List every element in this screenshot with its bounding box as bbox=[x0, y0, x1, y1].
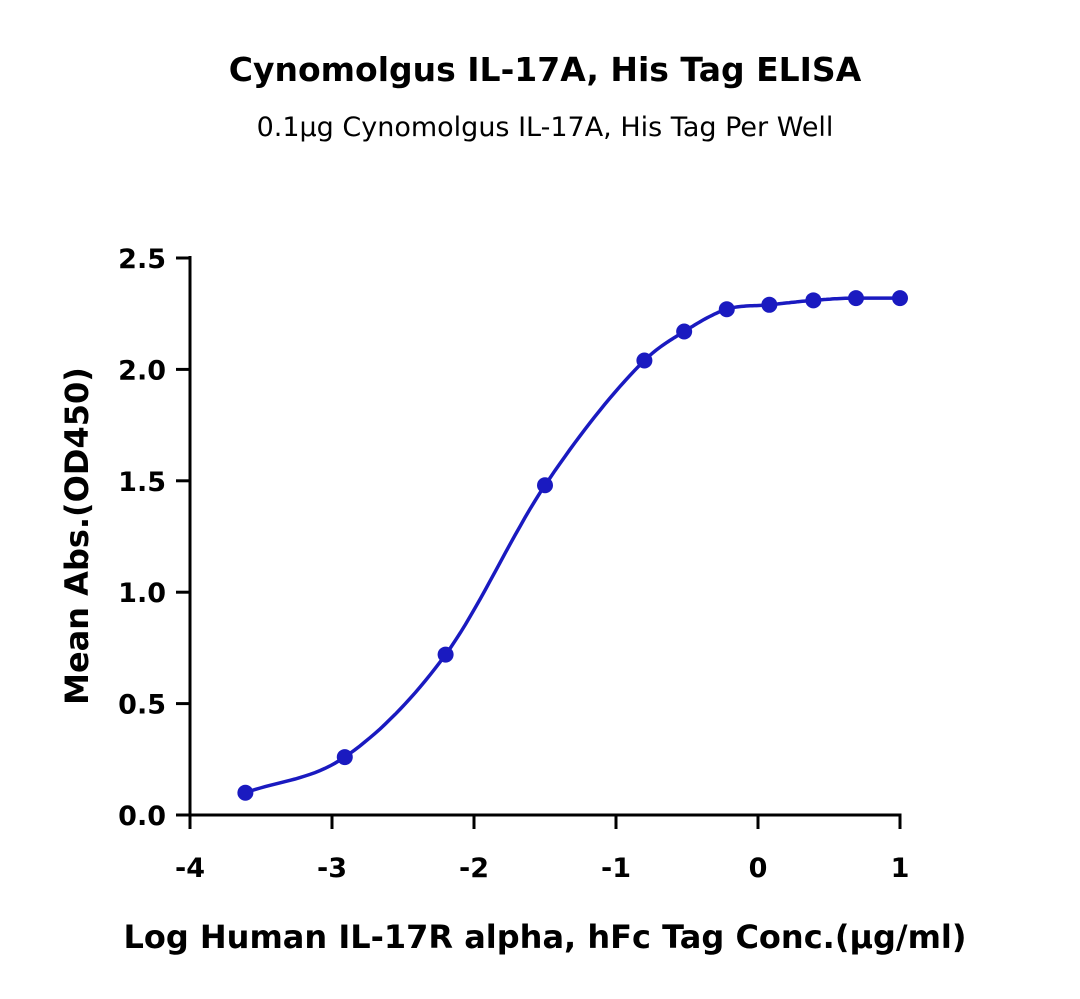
data-point bbox=[636, 352, 653, 369]
data-point bbox=[676, 323, 693, 340]
x-tick-label: 1 bbox=[891, 853, 910, 884]
data-point bbox=[718, 301, 735, 318]
data-points bbox=[237, 290, 908, 801]
y-tick-label: 1.0 bbox=[118, 578, 166, 609]
fit-curve bbox=[244, 296, 900, 795]
x-tick-label: -1 bbox=[601, 853, 631, 884]
data-point bbox=[537, 477, 553, 494]
x-tick-label: -4 bbox=[175, 853, 205, 884]
x-tick-label: -2 bbox=[459, 853, 489, 884]
data-point bbox=[237, 784, 254, 801]
y-axis-title: Mean Abs.(OD450) bbox=[58, 367, 96, 705]
data-point bbox=[761, 296, 778, 313]
x-axis-title: Log Human IL-17R alpha, hFc Tag Conc.(μg… bbox=[123, 918, 966, 956]
chart-subtitle: 0.1μg Cynomolgus IL-17A, His Tag Per Wel… bbox=[256, 112, 834, 143]
y-tick-label: 2.0 bbox=[118, 355, 166, 386]
y-tick-label: 0.0 bbox=[118, 801, 166, 832]
y-tick-label: 0.5 bbox=[118, 690, 166, 721]
data-point bbox=[805, 292, 822, 309]
y-axis-ticks: 0.0 0.5 1.0 1.5 2.0 2.5 bbox=[118, 244, 190, 832]
x-tick-label: -3 bbox=[317, 853, 347, 884]
data-point bbox=[437, 646, 454, 663]
y-tick-label: 1.5 bbox=[118, 467, 166, 498]
x-tick-label: 0 bbox=[749, 853, 768, 884]
y-tick-label: 2.5 bbox=[118, 244, 166, 275]
axes bbox=[188, 256, 902, 817]
data-point bbox=[336, 749, 353, 766]
data-point bbox=[892, 290, 908, 307]
x-axis-ticks: -4 -3 -2 -1 0 1 bbox=[175, 815, 909, 884]
chart-title: Cynomolgus IL-17A, His Tag ELISA bbox=[228, 50, 862, 89]
data-point bbox=[847, 290, 864, 307]
